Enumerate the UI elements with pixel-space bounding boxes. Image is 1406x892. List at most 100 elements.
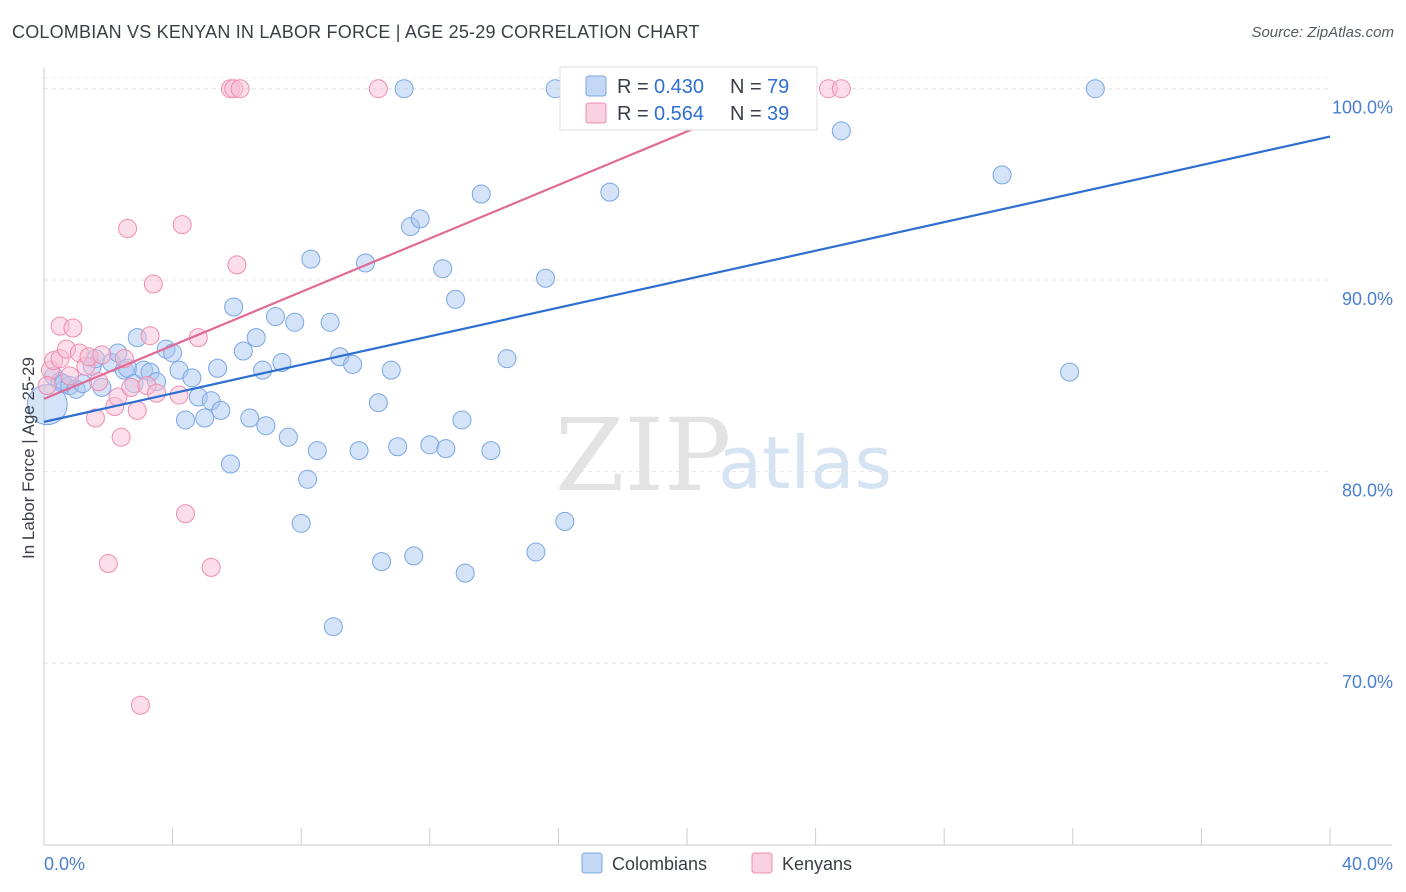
watermark-atlas: atlas — [718, 421, 892, 505]
point-colombians — [220, 454, 240, 474]
point-kenyans — [147, 383, 167, 403]
point-colombians — [420, 435, 440, 455]
legend-n-label-kenyans: N = — [730, 103, 762, 125]
chart-title: COLOMBIAN VS KENYAN IN LABOR FORCE | AGE… — [12, 22, 700, 42]
grid-lines — [44, 77, 1330, 664]
series-legend-swatch-colombians — [581, 852, 603, 874]
point-colombians — [208, 358, 228, 378]
point-colombians — [368, 393, 388, 413]
y-tick-label: 70.0% — [1342, 672, 1393, 692]
point-colombians — [831, 121, 851, 141]
point-kenyans — [118, 218, 138, 238]
point-colombians — [224, 297, 244, 317]
point-colombians — [497, 349, 517, 369]
legend-n-value-colombians: 79 — [767, 76, 789, 98]
point-kenyans — [368, 79, 388, 99]
point-kenyans — [230, 79, 250, 99]
point-kenyans — [98, 554, 118, 574]
point-colombians — [301, 249, 321, 269]
point-kenyans — [175, 504, 195, 524]
point-colombians — [436, 439, 456, 459]
point-colombians — [307, 441, 327, 461]
point-colombians — [253, 360, 273, 380]
point-kenyans — [143, 274, 163, 294]
point-colombians — [536, 268, 556, 288]
point-colombians — [992, 165, 1012, 185]
legend-r-value-colombians: 0.430 — [654, 76, 704, 98]
point-kenyans — [127, 400, 147, 420]
point-kenyans — [92, 345, 112, 365]
point-colombians — [175, 410, 195, 430]
point-colombians — [394, 79, 414, 99]
point-kenyans — [227, 255, 247, 275]
x-tick-label: 0.0% — [44, 854, 85, 874]
legend-swatch-colombians — [585, 75, 607, 97]
point-colombians — [291, 513, 311, 533]
point-colombians — [233, 341, 253, 361]
point-colombians — [265, 307, 285, 327]
point-colombians — [298, 469, 318, 489]
legend-n-value-kenyans: 39 — [767, 103, 789, 125]
y-tick-label: 90.0% — [1342, 289, 1393, 309]
point-kenyans — [201, 557, 221, 577]
legend-n-label-colombians: N = — [730, 76, 762, 98]
point-kenyans — [85, 408, 105, 428]
trend-line-kenyans — [43, 87, 791, 400]
point-colombians — [555, 511, 575, 531]
point-colombians — [320, 312, 340, 332]
point-colombians — [372, 552, 392, 572]
point-colombians — [404, 546, 424, 566]
series-legend-label-kenyans: Kenyans — [782, 854, 852, 874]
point-colombians — [163, 343, 183, 363]
source-label: Source: ZipAtlas.com — [1251, 24, 1394, 41]
point-colombians — [526, 542, 546, 562]
correlation-legend: R = 0.430 N = 79 R = 0.564 N = 39 — [559, 66, 818, 131]
series-legend-label-colombians: Colombians — [612, 854, 707, 874]
point-colombians — [246, 328, 266, 348]
point-colombians — [349, 441, 369, 461]
series-legend: Colombians Kenyans — [581, 852, 852, 874]
point-colombians — [452, 410, 472, 430]
point-kenyans — [130, 695, 150, 715]
point-kenyans — [140, 326, 160, 346]
point-kenyans — [60, 366, 80, 386]
watermark: ZIP atlas — [555, 397, 892, 514]
point-colombians — [388, 437, 408, 457]
point-colombians — [278, 427, 298, 447]
point-kenyans — [121, 377, 141, 397]
point-colombians — [323, 617, 343, 637]
point-kenyans — [172, 215, 192, 235]
point-colombians — [600, 182, 620, 202]
point-kenyans — [169, 385, 189, 405]
point-colombians — [1085, 79, 1105, 99]
point-kenyans — [111, 427, 131, 447]
point-colombians — [381, 360, 401, 380]
point-colombians — [471, 184, 491, 204]
y-tick-label: 100.0% — [1332, 98, 1393, 118]
point-colombians — [433, 259, 453, 279]
x-tick-label: 40.0% — [1342, 854, 1393, 874]
y-tick-label: 80.0% — [1342, 481, 1393, 501]
legend-r-value-kenyans: 0.564 — [654, 103, 704, 125]
point-kenyans — [63, 318, 83, 338]
point-colombians — [446, 289, 466, 309]
legend-swatch-kenyans — [585, 102, 607, 124]
point-colombians — [343, 354, 363, 374]
trend-lines — [43, 87, 1331, 423]
trend-line-colombians — [43, 135, 1331, 423]
x-tick-labels: 0.0% 40.0% — [44, 854, 1393, 874]
point-colombians — [455, 563, 475, 583]
y-axis-label: In Labor Force | Age 25-29 — [19, 357, 38, 559]
point-colombians — [182, 368, 202, 388]
point-colombians — [481, 441, 501, 461]
point-colombians — [256, 416, 276, 436]
data-points — [26, 79, 1105, 715]
legend-r-label-colombians: R = — [617, 76, 649, 98]
point-kenyans — [831, 79, 851, 99]
point-colombians — [1060, 362, 1080, 382]
point-colombians — [240, 408, 260, 428]
legend-r-label-kenyans: R = — [617, 103, 649, 125]
point-kenyans — [37, 375, 57, 395]
point-colombians — [211, 400, 231, 420]
